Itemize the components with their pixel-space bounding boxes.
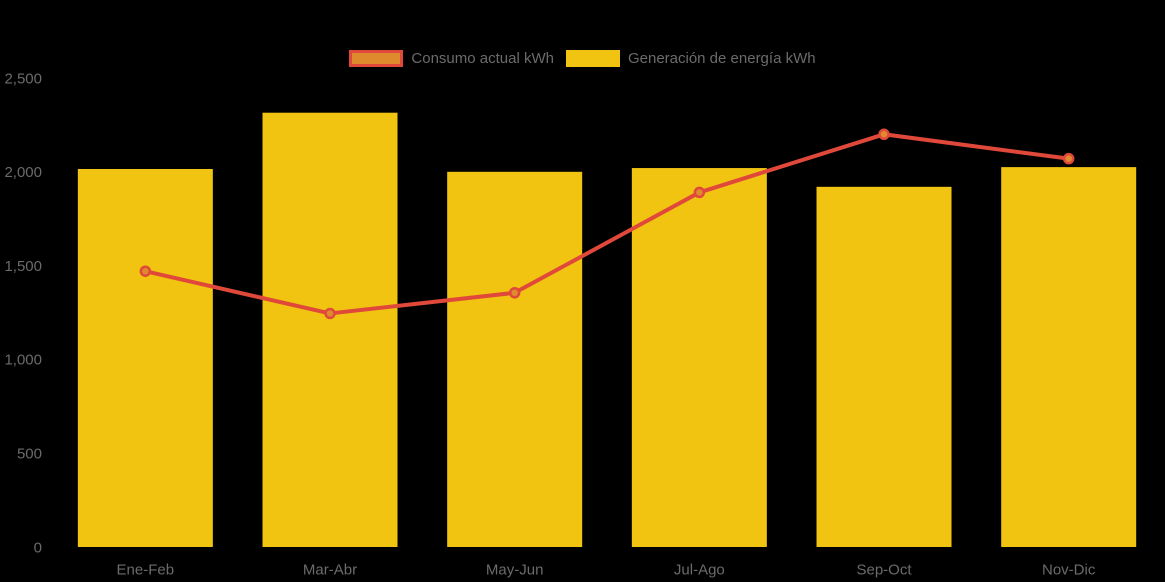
line-point-Sep-Oct[interactable] (878, 128, 890, 141)
line-point-Nov-Dic[interactable] (1062, 152, 1075, 165)
line-point-May-Jun[interactable] (508, 287, 521, 299)
line-series-swatch-icon (349, 50, 404, 67)
bar-Sep-Oct[interactable] (816, 186, 952, 548)
bar-Mar-Abr[interactable] (262, 112, 398, 548)
consumption-line (143, 132, 1071, 316)
legend-label-generacion-energia: Generación de energía kWh (627, 50, 816, 67)
y-tick-label: 1,000 (4, 352, 42, 369)
y-tick-label: 1,500 (4, 258, 42, 275)
y-tick-label: 2,500 (4, 70, 42, 87)
x-tick-label: Jul-Ago (674, 561, 725, 578)
x-tick-label: Sep-Oct (856, 561, 912, 578)
chart-legend: Consumo actual kWh Generación de energía… (0, 50, 1165, 67)
line-point-Mar-Abr[interactable] (324, 307, 336, 320)
bar-series-swatch-icon (565, 50, 620, 67)
x-tick-label: May-Jun (486, 561, 544, 578)
x-tick-label: Mar-Abr (303, 561, 357, 578)
y-tick-label: 0 (34, 539, 42, 556)
bar-May-Jun[interactable] (447, 171, 583, 548)
bar-Nov-Dic[interactable] (1001, 167, 1137, 548)
line-point-Ene-Feb[interactable] (139, 265, 152, 277)
bar-Jul-Ago[interactable] (631, 168, 767, 547)
bar-Ene-Feb[interactable] (77, 168, 213, 547)
x-tick-label: Ene-Feb (117, 561, 175, 578)
legend-label-consumo-actual: Consumo actual kWh (411, 50, 554, 67)
line-point-Jul-Ago[interactable] (693, 186, 706, 199)
x-tick-label: Nov-Dic (1042, 561, 1096, 578)
legend-item-consumo-actual[interactable]: Consumo actual kWh (349, 50, 554, 67)
legend-item-generacion-energia[interactable]: Generación de energía kWh (565, 50, 816, 67)
y-tick-label: 500 (17, 445, 42, 462)
y-tick-label: 2,000 (4, 164, 42, 181)
